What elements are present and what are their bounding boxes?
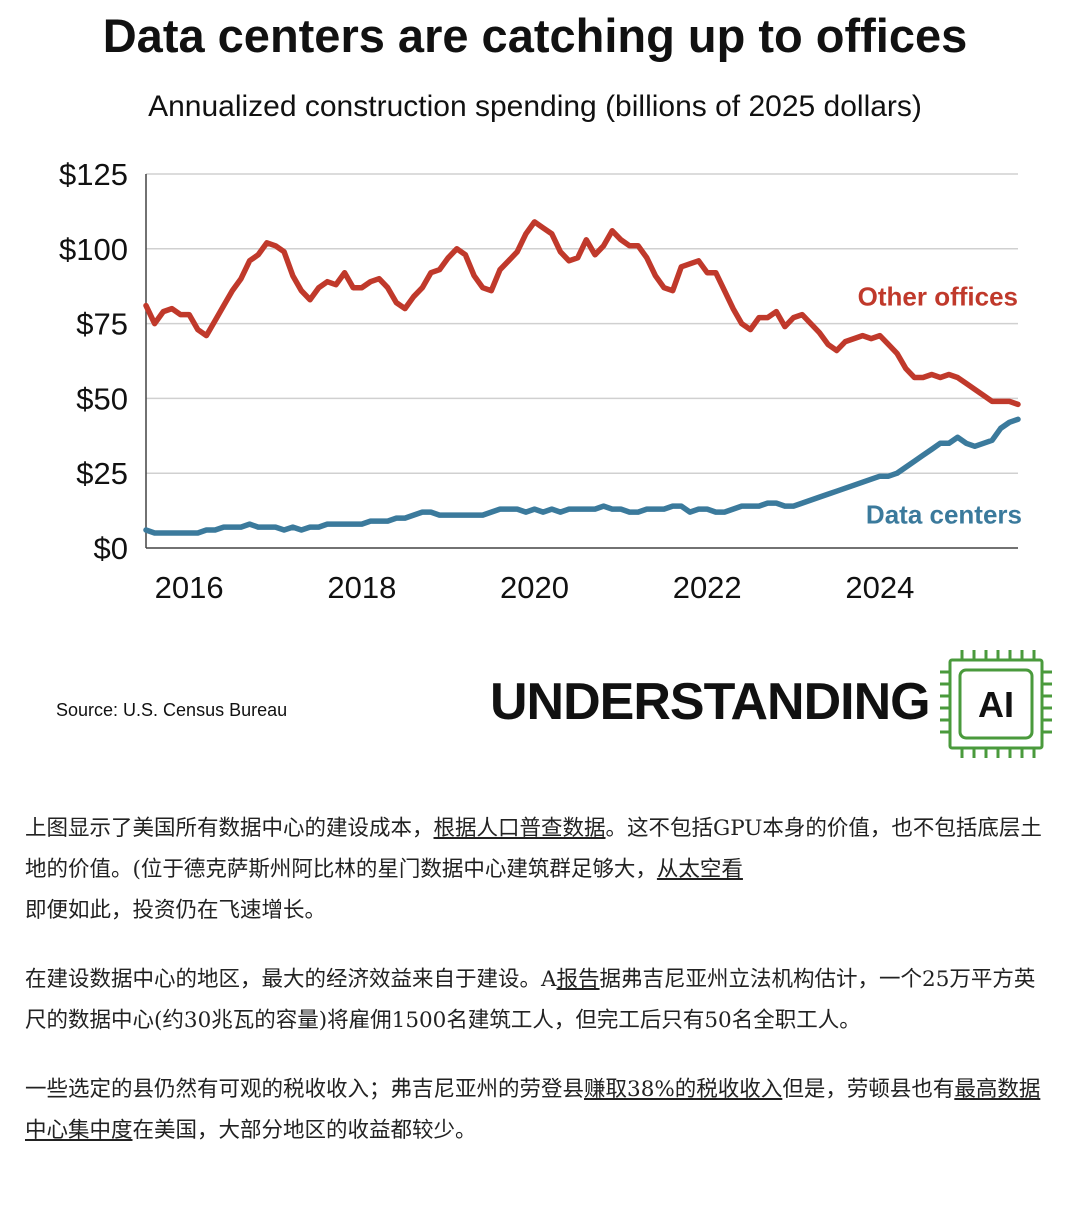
paragraph-3: 一些选定的县仍然有可观的税收收入；弗吉尼亚州的劳登县赚取38%的税收收入但是，劳… <box>25 1069 1055 1151</box>
chart-title: Data centers are catching up to offices <box>102 9 968 62</box>
paragraph-text: 据弗吉尼亚州立法机构估计，一个25万平方英尺的数据中心(约30兆瓦的容量)将雇佣… <box>25 967 1036 1033</box>
x-tick-label: 2024 <box>845 570 914 605</box>
paragraph-text: 在美国，大部分地区的收益都较少。 <box>132 1118 477 1143</box>
census-data-link[interactable]: 根据人口普查数据 <box>433 816 606 841</box>
paragraph-text: 但是，劳顿县也有 <box>782 1077 955 1102</box>
x-tick-label: 2020 <box>500 570 569 605</box>
y-tick-label: $100 <box>59 232 128 267</box>
tax-revenue-link[interactable]: 赚取38%的税收收入 <box>584 1077 783 1102</box>
paragraph-text: 在建设数据中心的地区，最大的经济效益来自于建设。A <box>25 967 557 992</box>
paragraph-1: 上图显示了美国所有数据中心的建设成本，根据人口普查数据。这不包括GPU本身的价值… <box>25 808 1055 931</box>
y-tick-label: $50 <box>76 381 128 416</box>
series-line-other-offices <box>143 219 1021 408</box>
paragraph-text: 一些选定的县仍然有可观的税收收入；弗吉尼亚州的劳登县 <box>25 1077 585 1102</box>
report-link[interactable]: 报告 <box>556 967 600 992</box>
paragraph-text: 。这不包括GPU本身的价值，也不包括底层土地的价值。(位于德克萨斯州阿比林的星门… <box>25 816 1042 882</box>
concentration-link[interactable]: 最高数据中心集中度 <box>25 1077 1041 1143</box>
source-note: Source: U.S. Census Bureau <box>56 700 288 720</box>
line-chart: $0 $25 $50 $75 $100 $125 2016 2018 2020 2022 2024 O… <box>59 157 1022 605</box>
y-tick-label: $75 <box>76 307 128 342</box>
paragraph-text: 即便如此，投资仍在飞速增长。 <box>25 898 327 923</box>
x-tick-label: 2018 <box>327 570 396 605</box>
series-label-other-offices: Other offices <box>858 281 1018 311</box>
x-tick-label: 2022 <box>673 570 742 605</box>
series-line-data-centers <box>143 416 1021 536</box>
paragraph-text: 上图显示了美国所有数据中心的建设成本， <box>25 816 434 841</box>
article-body: 上图显示了美国所有数据中心的建设成本，根据人口普查数据。这不包括GPU本身的价值… <box>25 808 1055 1179</box>
logo-wordmark: UNDERSTANDING <box>490 673 931 731</box>
from-space-link[interactable]: 从太空看 <box>656 857 743 882</box>
series-label-data-centers: Data centers <box>866 499 1022 529</box>
y-tick-label: $25 <box>76 456 128 491</box>
chart-subtitle: Annualized construction spending (billio… <box>148 90 922 123</box>
chip-logo-text: AI <box>978 684 1014 725</box>
chip-logo-icon: AI <box>940 650 1052 758</box>
x-tick-label: 2016 <box>155 570 224 605</box>
paragraph-2: 在建设数据中心的地区，最大的经济效益来自于建设。A报告据弗吉尼亚州立法机构估计，… <box>25 959 1055 1041</box>
y-tick-label: $0 <box>94 531 128 566</box>
y-tick-label: $125 <box>59 157 128 192</box>
